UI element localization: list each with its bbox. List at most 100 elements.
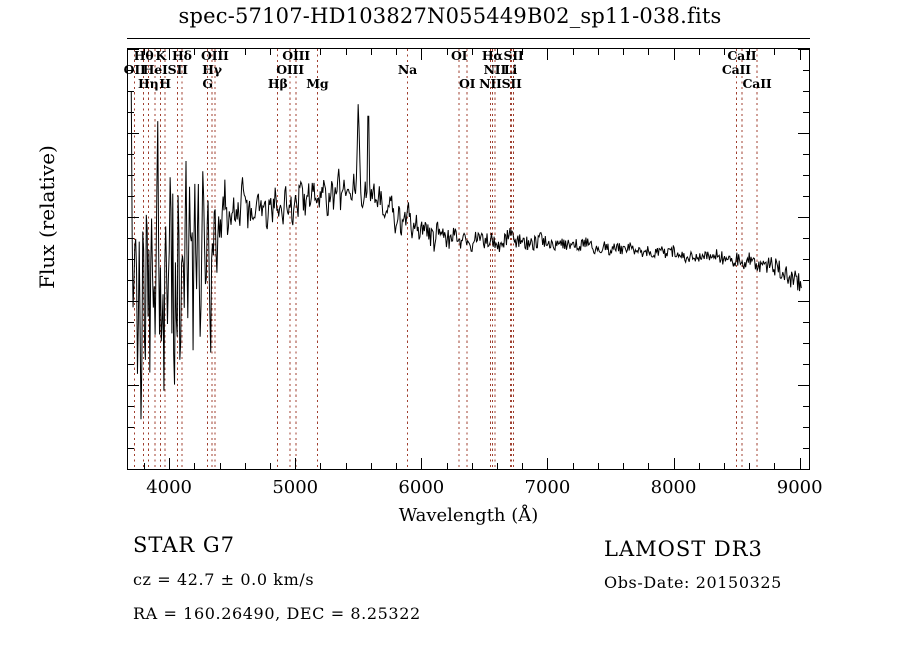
line-label-SII-4068: SII xyxy=(167,62,188,77)
y-tick-right-0 xyxy=(798,301,809,302)
x-tick-label-4000: 4000 xyxy=(146,477,193,498)
x-tick-8600 xyxy=(749,463,750,469)
y-tick-right-30 xyxy=(803,175,809,176)
y-tick-right-35 xyxy=(803,154,809,155)
line-label-NII-6583: NII xyxy=(483,62,507,77)
x-axis-label: Wavelength (Å) xyxy=(398,505,539,526)
y-tick-55 xyxy=(128,70,134,71)
y-tick-5 xyxy=(128,280,134,281)
x-tick-7400 xyxy=(598,463,599,469)
x-tick-top-6200 xyxy=(447,49,448,55)
y-tick--40 xyxy=(128,469,139,470)
x-tick-top-4000 xyxy=(169,49,170,60)
x-tick-label-5000: 5000 xyxy=(272,477,319,498)
object-class-label: STAR G7 xyxy=(133,533,236,557)
x-tick-top-8000 xyxy=(674,49,675,60)
line-label-SII-6716: SII xyxy=(501,76,522,91)
x-tick-9000 xyxy=(800,458,801,469)
x-tick-top-7400 xyxy=(598,49,599,55)
y-tick--10 xyxy=(128,343,134,344)
x-tick-top-3800 xyxy=(144,49,145,55)
y-tick-30 xyxy=(128,175,134,176)
line-label-H-3798: Hθ xyxy=(133,48,154,63)
line-label-Li-6707: Li xyxy=(503,62,518,77)
x-tick-label-9000: 9000 xyxy=(776,477,823,498)
x-tick-top-5800 xyxy=(396,49,397,55)
x-tick-4600 xyxy=(245,463,246,469)
y-tick-right-50 xyxy=(803,91,809,92)
x-tick-label-7000: 7000 xyxy=(524,477,571,498)
x-tick-4200 xyxy=(194,463,195,469)
y-tick-right-20 xyxy=(798,217,809,218)
y-tick-right--35 xyxy=(803,448,809,449)
line-label-H-4340: Hγ xyxy=(202,62,222,77)
y-tick-15 xyxy=(128,238,134,239)
x-tick-top-4400 xyxy=(220,49,221,55)
x-tick-top-6600 xyxy=(497,49,498,55)
y-tick-35 xyxy=(128,154,134,155)
x-tick-7800 xyxy=(648,463,649,469)
y-tick-right--25 xyxy=(803,406,809,407)
plot-area xyxy=(128,49,809,469)
x-tick-5600 xyxy=(371,463,372,469)
x-tick-7000 xyxy=(547,458,548,469)
x-tick-top-9000 xyxy=(800,49,801,60)
x-tick-7200 xyxy=(573,463,574,469)
spectrum-svg xyxy=(130,49,802,469)
y-tick--35 xyxy=(128,448,134,449)
y-tick-0 xyxy=(128,301,139,302)
y-tick--15 xyxy=(128,364,134,365)
line-label-OIII-5007: OIII xyxy=(282,48,310,63)
y-tick-10 xyxy=(128,259,134,260)
x-tick-4800 xyxy=(270,463,271,469)
x-tick-6400 xyxy=(472,463,473,469)
x-tick-6800 xyxy=(522,463,523,469)
x-tick-top-4600 xyxy=(245,49,246,55)
title-underline xyxy=(127,38,810,39)
x-tick-top-8200 xyxy=(699,49,700,55)
x-tick-5000 xyxy=(295,458,296,469)
y-tick-20 xyxy=(128,217,139,218)
spectrum-trace xyxy=(130,91,802,420)
x-tick-label-8000: 8000 xyxy=(650,477,697,498)
line-label-CaII-8662: CaII xyxy=(742,76,772,91)
x-tick-top-8600 xyxy=(749,49,750,55)
line-label-OIII-4959: OIII xyxy=(276,62,304,77)
x-tick-8200 xyxy=(699,463,700,469)
y-tick-right--5 xyxy=(803,322,809,323)
x-tick-6600 xyxy=(497,463,498,469)
x-tick-top-6800 xyxy=(522,49,523,55)
line-label-CaII-8542: CaII xyxy=(727,48,757,63)
x-tick-top-6000 xyxy=(421,49,422,60)
y-tick-right-45 xyxy=(803,112,809,113)
y-tick-right--40 xyxy=(798,469,809,470)
x-tick-top-8800 xyxy=(774,49,775,55)
line-label-H-6563: Hα xyxy=(481,48,503,63)
x-tick-top-4200 xyxy=(194,49,195,55)
y-tick--25 xyxy=(128,406,134,407)
y-tick-right--15 xyxy=(803,364,809,365)
y-tick-right-60 xyxy=(798,49,809,50)
x-tick-top-5200 xyxy=(320,49,321,55)
x-tick-top-7000 xyxy=(547,49,548,60)
coordinates-label: RA = 160.26490, DEC = 8.25322 xyxy=(133,604,421,623)
y-tick-60 xyxy=(128,49,139,50)
line-label-H-4101: Hδ xyxy=(171,48,192,63)
plot-frame xyxy=(127,48,810,470)
x-tick-top-7800 xyxy=(648,49,649,55)
page-title: spec-57107-HD103827N055449B02_sp11-038.f… xyxy=(178,4,722,28)
line-label-OI-6300: OI xyxy=(450,48,468,63)
x-tick-8000 xyxy=(674,458,675,469)
x-tick-6200 xyxy=(447,463,448,469)
x-tick-top-8400 xyxy=(724,49,725,55)
line-label-Mg-5175: Mg xyxy=(306,76,329,91)
x-tick-6000 xyxy=(421,458,422,469)
x-tick-8400 xyxy=(724,463,725,469)
x-tick-5800 xyxy=(396,463,397,469)
redshift-velocity-label: cz = 42.7 ± 0.0 km/s xyxy=(133,570,315,589)
x-tick-4400 xyxy=(220,463,221,469)
line-label-OI-6363: OI xyxy=(458,76,476,91)
observation-date-label: Obs-Date: 20150325 xyxy=(604,573,782,592)
y-tick-right-40 xyxy=(798,133,809,134)
